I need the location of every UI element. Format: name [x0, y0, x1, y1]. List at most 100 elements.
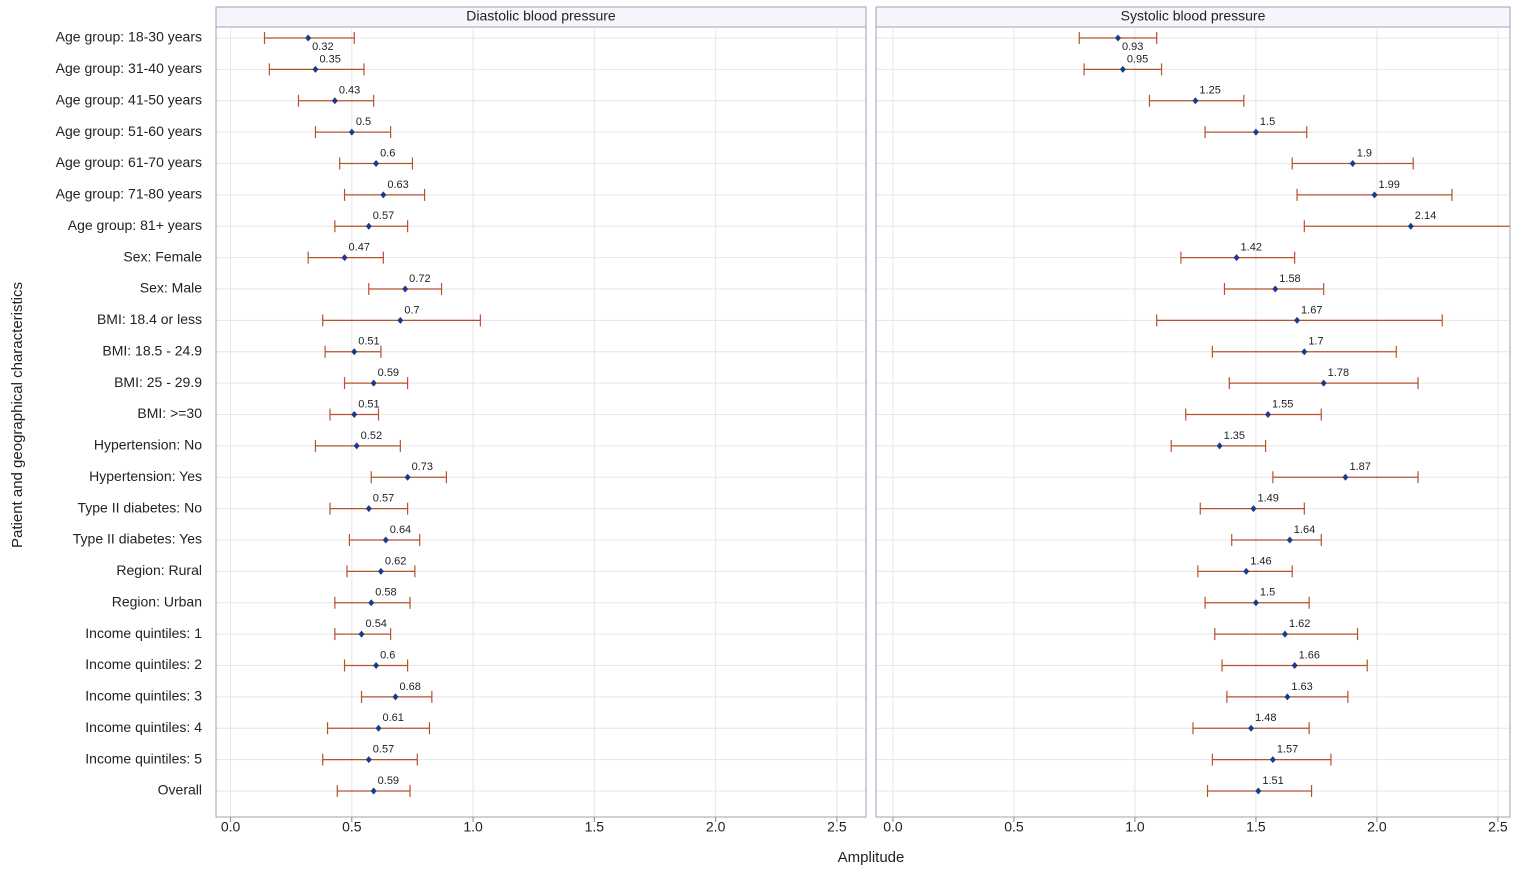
x-tick-label: 2.5 — [827, 819, 847, 835]
y-tick-label: Age group: 61-70 years — [56, 154, 202, 170]
value-label: 0.73 — [412, 461, 433, 473]
y-axis-label: Patient and geographical characteristics — [9, 282, 26, 548]
point — [368, 599, 375, 607]
value-label: 1.63 — [1291, 681, 1312, 693]
x-tick-label: 1.5 — [1246, 819, 1266, 835]
point — [1269, 756, 1276, 764]
point — [1272, 285, 1279, 293]
value-label: 1.78 — [1328, 367, 1349, 379]
y-tick-label: Region: Rural — [116, 562, 202, 578]
y-tick-label: Type II diabetes: No — [77, 499, 202, 515]
value-label: 1.64 — [1294, 524, 1315, 536]
point — [1284, 693, 1291, 701]
value-label: 0.59 — [378, 367, 399, 379]
value-label: 1.58 — [1279, 273, 1300, 285]
value-label: 1.7 — [1308, 336, 1323, 348]
value-label: 0.63 — [387, 179, 408, 191]
point — [1281, 630, 1288, 638]
point — [1342, 473, 1349, 481]
y-tick-label: Age group: 71-80 years — [56, 186, 202, 202]
y-tick-label: Sex: Female — [123, 248, 202, 264]
point — [353, 442, 360, 450]
value-label: 1.35 — [1224, 430, 1245, 442]
point — [1349, 160, 1356, 167]
value-label: 1.51 — [1262, 775, 1283, 787]
value-label: 1.66 — [1299, 649, 1320, 661]
value-label: 0.93 — [1122, 41, 1143, 53]
y-tick-label: Income quintiles: 5 — [85, 750, 202, 766]
point — [377, 567, 384, 575]
value-label: 0.95 — [1127, 53, 1148, 65]
value-label: 1.67 — [1301, 304, 1322, 316]
point — [397, 316, 404, 324]
point — [351, 411, 358, 418]
value-label: 1.9 — [1357, 147, 1372, 159]
y-tick-label: BMI: 25 - 29.9 — [114, 374, 202, 390]
plot-area: 0.930.95 1.25 1.5 1.9 1.99 2.14 1.42 1.58 1.67 1.… — [876, 27, 1510, 817]
value-label: 0.7 — [404, 304, 419, 316]
point — [402, 285, 409, 293]
point — [1114, 34, 1121, 42]
point — [392, 693, 399, 701]
value-label: 0.68 — [399, 681, 420, 693]
x-tick-label: 2.0 — [706, 819, 726, 835]
value-label: 1.25 — [1199, 85, 1220, 97]
value-label: 0.54 — [366, 618, 387, 630]
value-label: 0.32 — [312, 41, 333, 53]
x-tick-label: 1.5 — [585, 819, 605, 835]
point — [1320, 379, 1327, 387]
y-tick-label: Income quintiles: 1 — [85, 625, 202, 641]
y-tick-label: Region: Urban — [112, 593, 202, 609]
y-tick-label: Income quintiles: 4 — [85, 719, 202, 735]
point — [1252, 128, 1259, 136]
x-tick-label: 2.0 — [1367, 819, 1387, 835]
y-tick-label: BMI: >=30 — [137, 405, 202, 421]
y-tick-label: Age group: 18-30 years — [56, 29, 202, 45]
point — [341, 254, 348, 262]
value-label: 0.59 — [378, 775, 399, 787]
value-label: 1.48 — [1255, 712, 1276, 724]
point — [305, 34, 312, 42]
point — [365, 222, 372, 230]
x-tick-label: 0.0 — [883, 819, 903, 835]
panel-title: Diastolic blood pressure — [466, 8, 616, 24]
value-label: 0.61 — [383, 712, 404, 724]
value-label: 0.51 — [358, 336, 379, 348]
y-tick-label: Hypertension: Yes — [89, 468, 202, 484]
y-tick-label: BMI: 18.4 or less — [97, 311, 202, 327]
y-tick-label: Income quintiles: 3 — [85, 688, 202, 704]
x-tick-label: 2.5 — [1488, 819, 1508, 835]
point — [1252, 599, 1259, 607]
value-label: 0.43 — [339, 85, 360, 97]
point — [1250, 505, 1257, 513]
y-tick-label: Age group: 41-50 years — [56, 91, 202, 107]
y-tick-label: Age group: 31-40 years — [56, 60, 202, 76]
y-tick-label: Income quintiles: 2 — [85, 656, 202, 672]
point — [1233, 254, 1240, 262]
value-label: 0.47 — [349, 242, 370, 254]
value-label: 1.57 — [1277, 744, 1298, 756]
x-tick-label: 1.0 — [1125, 819, 1145, 835]
point — [331, 97, 338, 105]
value-label: 0.72 — [409, 273, 430, 285]
point — [1243, 567, 1250, 575]
point — [404, 473, 411, 481]
y-tick-label: Age group: 81+ years — [68, 217, 202, 233]
point — [351, 348, 358, 356]
point — [1216, 442, 1223, 450]
x-tick-label: 1.0 — [463, 819, 483, 835]
point — [370, 787, 377, 795]
x-tick-label: 0.5 — [342, 819, 362, 835]
value-label: 1.87 — [1349, 461, 1370, 473]
value-label: 0.6 — [380, 147, 395, 159]
value-label: 0.35 — [319, 53, 340, 65]
value-label: 0.5 — [356, 116, 371, 128]
value-label: 0.57 — [373, 493, 394, 505]
value-label: 0.64 — [390, 524, 411, 536]
value-label: 0.62 — [385, 555, 406, 567]
point — [1291, 662, 1298, 669]
value-label: 1.46 — [1250, 555, 1271, 567]
y-tick-label: Overall — [158, 782, 202, 798]
point — [348, 128, 355, 136]
